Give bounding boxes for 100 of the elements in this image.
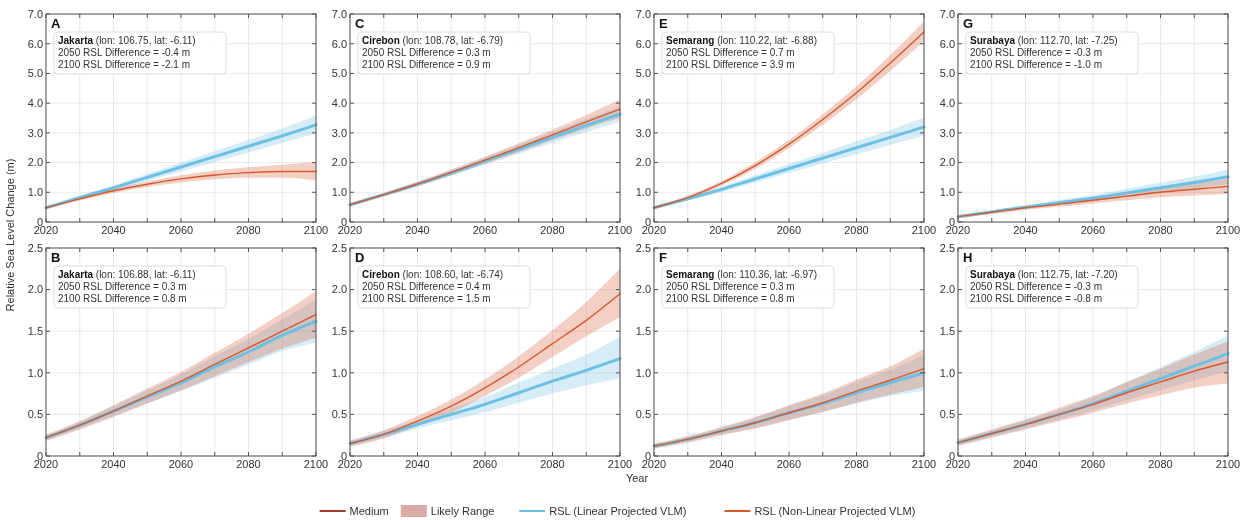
y-tick-label: 0.5 xyxy=(939,408,955,421)
text-box: Jakarta (lon: 106.75, lat: -6.11) 2050 RSL Difference = -0.4 m 2100 RSL Difference = -2.1 m xyxy=(53,31,227,75)
x-tick-label: 2060 xyxy=(1080,224,1106,236)
annotation: Semarang (lon: 110.36, lat: -6.97) xyxy=(666,269,818,280)
y-tick-label: 3.0 xyxy=(635,126,651,139)
x-tick-label: 2040 xyxy=(709,224,734,236)
y-tick-label: 7.0 xyxy=(939,7,955,20)
x-tick-label: 2040 xyxy=(405,458,430,470)
chart-title: F xyxy=(659,250,667,265)
x-tick-label: 2100 xyxy=(911,224,937,236)
y-tick-label: 1.0 xyxy=(27,366,43,379)
text-box: Semarang (lon: 110.22, lat: -6.88) 2050 RSL Difference = 0.7 m 2100 RSL Difference = 3.9 m xyxy=(661,31,835,75)
y-tick-label: 3.0 xyxy=(939,126,955,139)
x-tick-label: 2080 xyxy=(1148,458,1173,470)
x-tick-label: 2060 xyxy=(1080,458,1106,470)
x-tick-label: 2100 xyxy=(303,458,329,470)
y-tick-label: 1.0 xyxy=(939,186,955,199)
y-tick-label: 0.5 xyxy=(635,408,651,421)
chart-title: G xyxy=(963,16,974,31)
chart-title: B xyxy=(51,250,61,265)
annotation: Jakarta (lon: 106.88, lat: -6.11) xyxy=(58,269,196,280)
annotation: Semarang (lon: 110.22, lat: -6.88) xyxy=(666,35,818,46)
x-tick-label: 2040 xyxy=(1013,458,1038,470)
x-tick-label: 2100 xyxy=(607,224,633,236)
y-tick-label: 4.0 xyxy=(331,96,347,109)
text: Likely Range xyxy=(430,504,495,517)
x-tick-label: 2040 xyxy=(101,224,126,236)
annotation: 2050 RSL Difference = 0.3 m xyxy=(666,281,795,292)
x-tick-label: 2060 xyxy=(776,224,802,236)
y-tick-label: 2.0 xyxy=(331,283,347,296)
legend-label: RSL (Linear Projected VLM) xyxy=(549,504,687,517)
x-tick-label: 2100 xyxy=(1215,458,1241,470)
x-tick-label: 2060 xyxy=(168,458,194,470)
y-tick-label: 2.0 xyxy=(27,156,43,169)
y-tick-label: 7.0 xyxy=(635,7,651,20)
y-tick-label: 4.0 xyxy=(939,96,955,109)
y-tick-label: 2.0 xyxy=(635,283,651,296)
y-tick-label: 1.0 xyxy=(635,186,651,199)
annotation: 2050 RSL Difference = 0.3 m xyxy=(58,281,187,292)
y-tick-label: 2.0 xyxy=(939,283,955,296)
y-tick-label: 2.5 xyxy=(635,241,651,254)
annotation: 2050 RSL Difference = 0.7 m xyxy=(666,47,795,58)
x-tick-label: 2080 xyxy=(844,458,869,470)
y-tick-label: 3.0 xyxy=(331,126,347,139)
y-tick-label: 2.0 xyxy=(939,156,955,169)
y-tick-label: 3.0 xyxy=(27,126,43,139)
y-tick-label: 1.5 xyxy=(939,325,955,338)
y-tick-label: 1.0 xyxy=(27,186,43,199)
annotation: 2050 RSL Difference = 0.4 m xyxy=(362,281,491,292)
x-tick-label: 2040 xyxy=(101,458,126,470)
text-box: Cirebon (lon: 108.60, lat: -6.74) 2050 RSL Difference = 0.4 m 2100 RSL Difference = 1.5 m xyxy=(357,265,531,309)
y-tick-label: 1.5 xyxy=(27,325,43,338)
y-tick-label: 6.0 xyxy=(331,37,347,50)
annotation: Surabaya (lon: 112.75, lat: -7.20) xyxy=(970,269,1118,280)
text: Medium xyxy=(349,504,389,517)
y-tick-label: 5.0 xyxy=(331,67,347,80)
annotation: 2100 RSL Difference = -2.1 m xyxy=(58,59,191,70)
text-box: Semarang (lon: 110.36, lat: -6.97) 2050 RSL Difference = 0.3 m 2100 RSL Difference = 0.8 m xyxy=(661,265,835,309)
y-tick-label: 2.0 xyxy=(635,156,651,169)
y-tick-label: 2.5 xyxy=(27,241,43,254)
annotation: 2100 RSL Difference = -0.8 m xyxy=(970,293,1103,304)
x-tick-label: 2040 xyxy=(405,224,430,236)
annotation: 2100 RSL Difference = 1.5 m xyxy=(362,293,491,304)
y-tick-label: 6.0 xyxy=(939,37,955,50)
x-tick-label: 2060 xyxy=(472,224,498,236)
y-tick-label: 4.0 xyxy=(635,96,651,109)
x-tick-label: 2100 xyxy=(303,224,329,236)
y-tick-label: 1.0 xyxy=(635,366,651,379)
chart-title: H xyxy=(963,250,973,265)
y-tick-label: 1.0 xyxy=(939,366,955,379)
y-tick-label: 1.0 xyxy=(331,186,347,199)
y-tick-label: 6.0 xyxy=(27,37,43,50)
y-tick-label: 2.5 xyxy=(939,241,955,254)
text-box: Jakarta (lon: 106.88, lat: -6.11) 2050 RSL Difference = 0.3 m 2100 RSL Difference = 0.8 m xyxy=(53,265,227,309)
y-tick-label: 4.0 xyxy=(27,96,43,109)
y-tick-label: 5.0 xyxy=(635,67,651,80)
y-tick-label: 1.5 xyxy=(635,325,651,338)
y-tick-label: 2.0 xyxy=(331,156,347,169)
annotation: 2050 RSL Difference = -0.3 m xyxy=(970,281,1103,292)
x-tick-label: 2040 xyxy=(1013,224,1038,236)
text-box: Cirebon (lon: 108.78, lat: -6.79) 2050 RSL Difference = 0.3 m 2100 RSL Difference = 0.9 m xyxy=(357,31,531,75)
legend-label: RSL (Non-Linear Projected VLM) xyxy=(754,504,916,517)
annotation: 2050 RSL Difference = 0.3 m xyxy=(362,47,491,58)
x-tick-label: 2080 xyxy=(1148,224,1173,236)
x-tick-label: 2100 xyxy=(1215,224,1241,236)
y-tick-label: 2.5 xyxy=(331,241,347,254)
x-tick-label: 2080 xyxy=(236,458,261,470)
x-tick-label: 2040 xyxy=(709,458,734,470)
x-tick-label: 2060 xyxy=(168,224,194,236)
x-tick-label: 2080 xyxy=(844,224,869,236)
y-tick-label: 7.0 xyxy=(331,7,347,20)
y-tick-label: 2.0 xyxy=(27,283,43,296)
y-tick-label: 0.5 xyxy=(331,408,347,421)
y-tick-label: 7.0 xyxy=(27,7,43,20)
y-tick-label: 0.5 xyxy=(27,408,43,421)
chart-title: C xyxy=(355,16,365,31)
text-box: Surabaya (lon: 112.75, lat: -7.20) 2050 RSL Difference = -0.3 m 2100 RSL Difference = -0.8 m xyxy=(965,265,1139,309)
y-tick-label: 1.5 xyxy=(331,325,347,338)
chart-title: A xyxy=(51,16,61,31)
annotation: Surabaya (lon: 112.70, lat: -7.25) xyxy=(970,35,1118,46)
